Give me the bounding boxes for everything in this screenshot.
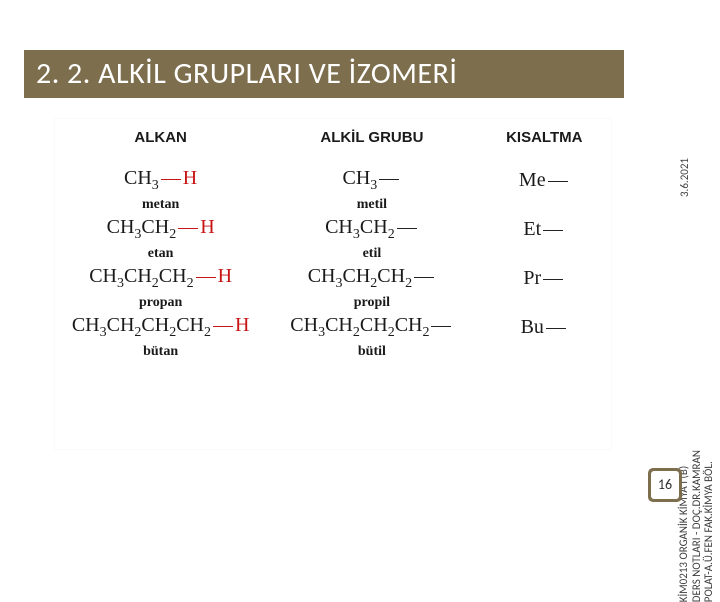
abbr-label [478,197,611,217]
abbr-formula: Bu [478,315,611,344]
alkil-formula: CH3 [266,168,477,197]
table-row: CH3CH2HCH3CH2Et [55,217,611,246]
alkan-formula: CH3CH2CH2H [55,266,266,295]
table-row: CH3HCH3Me [55,168,611,197]
alkil-formula: CH3CH2CH2 [266,266,477,295]
alkan-formula: CH3H [55,168,266,197]
alkil-label: metil [266,197,477,217]
side-line3: POLAT-A.Ü.FEN FAK.KİMYA BÖL. [702,461,715,602]
abbr-formula: Pr [478,266,611,295]
alkan-label: etan [55,246,266,266]
table-row: metanmetil [55,197,611,217]
alkil-label: propil [266,295,477,315]
slide-title: 2. 2. ALKİL GRUPLARI VE İZOMERİ [36,55,457,92]
alkil-label: bütil [266,344,477,364]
abbr-label [478,246,611,266]
header-alkil: ALKİL GRUBU [266,119,477,168]
header-kisaltma: KISALTMA [478,119,611,168]
alkyl-table: ALKAN ALKİL GRUBU KISALTMA CH3HCH3Memeta… [55,119,611,364]
side-course-info: KİM0213 ORGANİK KİMYA I (B) DERS NOTLARI… [678,450,716,602]
table-row: etanetil [55,246,611,266]
abbr-formula: Me [478,168,611,197]
alkan-formula: CH3CH2CH2CH2H [55,315,266,344]
table-row: propanpropil [55,295,611,315]
table-row: CH3CH2CH2CH2HCH3CH2CH2CH2Bu [55,315,611,344]
side-date: 3.6.2021 [678,158,691,197]
alkan-formula: CH3CH2H [55,217,266,246]
page-number-box: 16 [648,468,682,502]
alkan-label: propan [55,295,266,315]
alkan-label: metan [55,197,266,217]
side-line2: DERS NOTLARI - DOÇ.DR.KAMRAN [690,450,703,602]
table-row: bütanbütil [55,344,611,364]
alkil-formula: CH3CH2CH2CH2 [266,315,477,344]
table-body: CH3HCH3MemetanmetilCH3CH2HCH3CH2Etetanet… [55,168,611,364]
slide-title-bar: 2. 2. ALKİL GRUPLARI VE İZOMERİ [24,50,624,98]
abbr-formula: Et [478,217,611,246]
content-table-wrap: ALKAN ALKİL GRUBU KISALTMA CH3HCH3Memeta… [54,118,612,450]
header-alkan: ALKAN [55,119,266,168]
alkil-label: etil [266,246,477,266]
table-row: CH3CH2CH2HCH3CH2CH2Pr [55,266,611,295]
alkil-formula: CH3CH2 [266,217,477,246]
page-number: 16 [651,471,679,499]
abbr-label [478,295,611,315]
alkan-label: bütan [55,344,266,364]
abbr-label [478,344,611,364]
